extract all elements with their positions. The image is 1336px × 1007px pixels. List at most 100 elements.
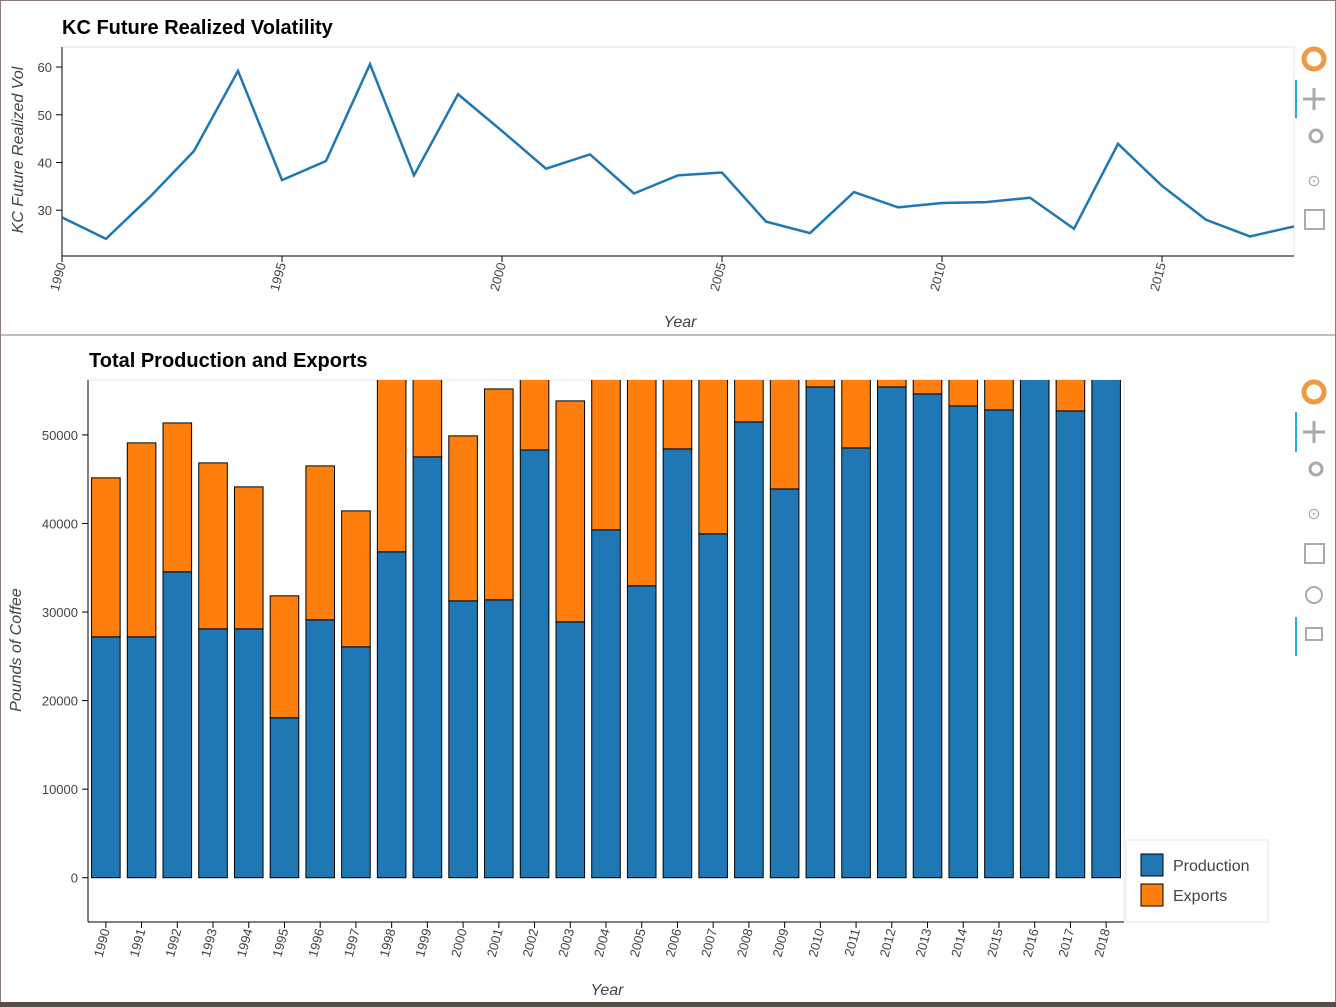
line bbox=[62, 60, 1294, 241]
x-tick-label: 2000 bbox=[487, 261, 509, 293]
x-tick-label: 2015 bbox=[1147, 261, 1169, 293]
toolbar[interactable]: ⊙ bbox=[1295, 379, 1327, 656]
bar-segment bbox=[626, 585, 657, 879]
bar-segment bbox=[1091, 380, 1121, 879]
reset-tool[interactable] bbox=[1305, 586, 1323, 604]
bar-segment bbox=[162, 422, 193, 573]
bar-segment bbox=[555, 400, 586, 623]
bar-segment bbox=[162, 571, 193, 879]
hover-tool[interactable] bbox=[1305, 627, 1323, 641]
bar-segment bbox=[805, 380, 836, 388]
bar-segment bbox=[448, 600, 478, 879]
bar-segment bbox=[376, 380, 407, 553]
bar-segment bbox=[841, 447, 871, 879]
y-axis-label: Pounds of Coffee bbox=[8, 588, 25, 712]
bar-segment bbox=[412, 456, 443, 879]
bar-segment bbox=[305, 465, 335, 621]
bar-segment bbox=[877, 380, 907, 388]
bar-segment bbox=[341, 510, 371, 648]
x-tick-label: 2017 bbox=[1055, 927, 1077, 959]
x-tick-label: 1994 bbox=[234, 927, 256, 959]
x-tick-label: 1993 bbox=[198, 927, 220, 959]
save-tool[interactable] bbox=[1304, 209, 1325, 230]
toolbar[interactable]: ⊙ bbox=[1295, 46, 1327, 230]
bar-segment bbox=[484, 599, 514, 879]
legend-swatch bbox=[1140, 853, 1164, 877]
box-zoom-tool[interactable] bbox=[1308, 461, 1324, 477]
bar-segment bbox=[662, 380, 693, 450]
bar-segment bbox=[412, 380, 443, 458]
x-tick-label: 2004 bbox=[591, 927, 613, 959]
legend-box bbox=[1125, 839, 1269, 923]
legend-label: Production bbox=[1173, 858, 1250, 875]
y-tick-label: 40 bbox=[38, 155, 52, 170]
legend-label: Exports bbox=[1173, 888, 1227, 905]
bar-segment bbox=[484, 388, 514, 601]
x-tick-label: 2012 bbox=[877, 927, 899, 959]
bottom-bar bbox=[0, 1002, 1336, 1007]
chart-title: KC Future Realized Volatility bbox=[62, 17, 334, 39]
bar-segment bbox=[1055, 380, 1086, 412]
y-tick-label: 20000 bbox=[42, 694, 78, 709]
bar-segment bbox=[233, 628, 264, 879]
x-tick-label: 2009 bbox=[770, 927, 792, 959]
bar-segment bbox=[126, 636, 157, 879]
y-tick-label: 10000 bbox=[42, 782, 78, 797]
x-axis-label: Year bbox=[664, 314, 698, 331]
box-zoom-tool[interactable] bbox=[1308, 128, 1324, 144]
bar-segment bbox=[233, 486, 264, 630]
bar-segment bbox=[662, 448, 693, 879]
bar-segment bbox=[198, 628, 228, 879]
x-tick-label: 2000 bbox=[448, 927, 470, 959]
bar-segment bbox=[126, 442, 157, 638]
bar-segment bbox=[269, 717, 300, 879]
bar-segment bbox=[555, 621, 586, 879]
bar-segment bbox=[698, 533, 728, 879]
x-tick-label: 2010 bbox=[805, 927, 827, 959]
bar-segment bbox=[341, 646, 371, 879]
x-tick-label: 2002 bbox=[519, 927, 541, 959]
bar-segment bbox=[591, 380, 621, 531]
bar-segment bbox=[591, 529, 621, 879]
y-tick-label: 30000 bbox=[42, 605, 78, 620]
pan-tool[interactable] bbox=[1303, 421, 1325, 443]
y-tick-label: 40000 bbox=[42, 516, 78, 531]
x-tick-label: 2001 bbox=[484, 927, 506, 959]
plot-outline bbox=[61, 46, 1295, 257]
wheel-zoom-tool[interactable]: ⊙ bbox=[1307, 173, 1320, 190]
x-tick-label: 1990 bbox=[91, 927, 113, 959]
bar-segment bbox=[448, 435, 478, 602]
x-tick-label: 2006 bbox=[662, 927, 684, 959]
bar-segment bbox=[519, 380, 550, 451]
save-tool[interactable] bbox=[1304, 543, 1325, 564]
bar-segment bbox=[841, 380, 871, 449]
bar-segment bbox=[984, 409, 1014, 879]
bar-segment bbox=[1092, 302, 1121, 346]
bar-segment bbox=[912, 380, 943, 395]
chart-title: Total Production and Exports bbox=[89, 350, 368, 372]
bar-segment bbox=[91, 636, 121, 879]
bar-segment bbox=[769, 488, 800, 879]
bar-segment bbox=[1020, 302, 1049, 346]
bar-segment bbox=[305, 619, 335, 879]
x-tick-label: 1996 bbox=[305, 927, 327, 959]
x-tick-label: 2016 bbox=[1020, 927, 1042, 959]
x-tick-label: 1990 bbox=[47, 261, 69, 293]
wheel-zoom-tool[interactable]: ⊙ bbox=[1307, 506, 1320, 523]
pan-tool[interactable] bbox=[1303, 88, 1325, 110]
bar-segment bbox=[698, 380, 728, 535]
x-tick-label: 1999 bbox=[412, 927, 434, 959]
x-tick-label: 1997 bbox=[341, 927, 363, 959]
x-tick-label: 2011 bbox=[841, 927, 863, 958]
x-tick-label: 1995 bbox=[267, 261, 289, 293]
bar-segment bbox=[984, 380, 1014, 411]
bar-segment bbox=[805, 386, 836, 879]
x-tick-label: 2007 bbox=[698, 927, 720, 959]
logo bbox=[1301, 46, 1327, 72]
legend-swatch bbox=[1140, 883, 1164, 907]
bar-segment bbox=[734, 421, 764, 879]
x-tick-label: 2018 bbox=[1091, 927, 1113, 959]
x-tick-label: 1991 bbox=[127, 927, 149, 959]
x-tick-label: 2005 bbox=[627, 927, 649, 959]
